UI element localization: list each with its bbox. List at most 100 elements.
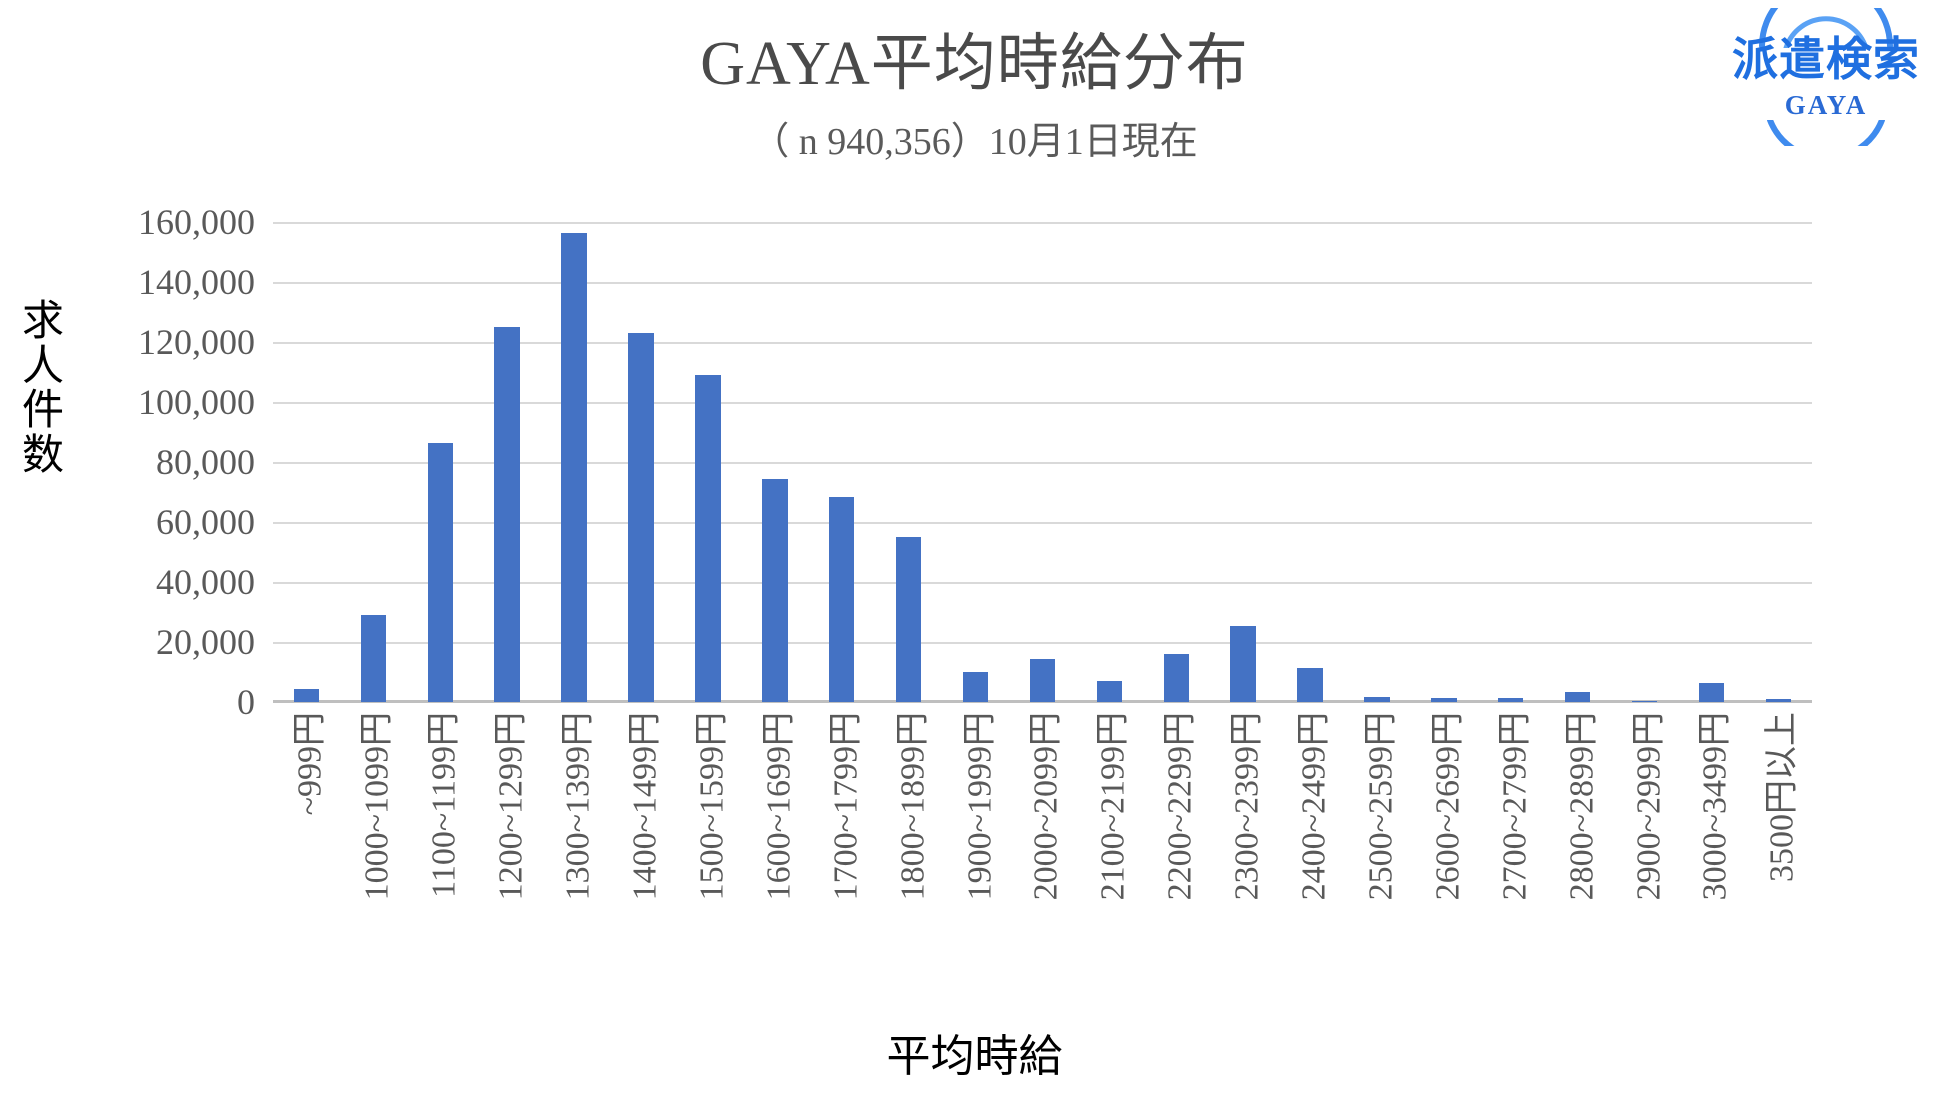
x-axis-tick-slot: 1000~1099円 xyxy=(340,712,407,1012)
y-axis-tick-label: 80,000 xyxy=(156,442,255,482)
bar[interactable] xyxy=(762,478,788,702)
x-axis-tick-slot: 1900~1999円 xyxy=(942,712,1009,1012)
x-axis-tick-slot: 3000~3499円 xyxy=(1678,712,1745,1012)
bar-slot xyxy=(1678,222,1745,702)
x-axis-tick-labels: ~999円 1000~1099円 1100~1199円 1200~1299円 1300~… xyxy=(273,712,1812,1012)
x-axis-tick-slot: 1700~1799円 xyxy=(808,712,875,1012)
gridline xyxy=(273,402,1812,404)
gridline xyxy=(273,642,1812,644)
bar-slot xyxy=(273,222,340,702)
bar[interactable] xyxy=(1564,691,1591,702)
logo-arc-top-icon xyxy=(1759,8,1893,48)
x-axis-tick-label: 1200~1299円 xyxy=(492,712,530,901)
x-axis-tick-slot: 1500~1599円 xyxy=(674,712,741,1012)
chart-title: GAYA平均時給分布 xyxy=(700,30,1249,98)
bar-slot xyxy=(1210,222,1277,702)
bar[interactable] xyxy=(427,442,453,702)
x-axis-tick-slot: 1200~1299円 xyxy=(474,712,541,1012)
logo-arc-bottom-icon xyxy=(1767,120,1885,146)
x-axis-tick-label: 2200~2299円 xyxy=(1161,712,1199,901)
bar-slot xyxy=(674,222,741,702)
bar-slot xyxy=(1410,222,1477,702)
y-axis-tick-label: 0 xyxy=(237,682,255,722)
gridline xyxy=(273,282,1812,284)
bar[interactable] xyxy=(561,232,587,702)
gridline xyxy=(273,582,1812,584)
y-axis-tick-label: 120,000 xyxy=(138,322,255,362)
gridline xyxy=(273,462,1812,464)
bar[interactable] xyxy=(1364,696,1390,702)
x-axis-title: 平均時給 xyxy=(886,1032,1063,1081)
bar[interactable] xyxy=(1163,654,1189,702)
bar[interactable] xyxy=(1297,667,1323,702)
x-axis-tick-label: 2000~2099円 xyxy=(1027,712,1065,901)
y-axis-tick-label: 140,000 xyxy=(138,262,255,302)
x-axis-tick-slot: 1800~1899円 xyxy=(875,712,942,1012)
bar[interactable] xyxy=(1096,681,1123,702)
x-axis-tick-slot: ~999円 xyxy=(273,712,340,1012)
x-axis-tick-label: 3000~3499円 xyxy=(1696,712,1734,901)
y-axis-tick-labels: 160,000 140,000 120,000 100,000 80,000 60,000… xyxy=(60,202,255,722)
plot-area xyxy=(273,222,1812,703)
bar[interactable] xyxy=(962,672,989,702)
bar[interactable] xyxy=(895,537,922,702)
bar[interactable] xyxy=(695,375,721,702)
gridline xyxy=(273,222,1812,224)
bar-slot xyxy=(741,222,808,702)
bar-slot xyxy=(541,222,608,702)
x-axis-tick-label: 2100~2199円 xyxy=(1094,712,1132,901)
bar[interactable] xyxy=(360,615,387,702)
x-axis-tick-label: 1000~1099円 xyxy=(358,712,396,901)
bar-slot xyxy=(1745,222,1812,702)
bar[interactable] xyxy=(1765,699,1792,702)
x-axis-tick-slot: 2500~2599円 xyxy=(1344,712,1411,1012)
bar[interactable] xyxy=(1230,625,1256,702)
y-axis-tick-label: 60,000 xyxy=(156,502,255,542)
x-axis-tick-label: 2900~2999円 xyxy=(1630,712,1668,901)
x-axis-tick-label: 1100~1199円 xyxy=(425,712,463,898)
bar[interactable] xyxy=(628,333,654,702)
gridline xyxy=(273,342,1812,344)
bar[interactable] xyxy=(494,327,520,702)
bar[interactable] xyxy=(828,496,855,702)
bar-slot xyxy=(608,222,675,702)
y-axis-title: 求人件数 xyxy=(21,299,64,479)
bar-slot xyxy=(875,222,942,702)
x-axis-tick-slot: 2100~2199円 xyxy=(1076,712,1143,1012)
x-axis-tick-label: 1900~1999円 xyxy=(961,712,999,901)
x-axis-tick-label: 2700~2799円 xyxy=(1496,712,1534,901)
bar-slot xyxy=(340,222,407,702)
x-axis-tick-label: 1400~1499円 xyxy=(626,712,664,901)
x-axis-tick-slot: 2900~2999円 xyxy=(1611,712,1678,1012)
logo-wordmark: 派遣検索 xyxy=(1732,32,1920,86)
x-axis-tick-label: 1500~1599円 xyxy=(693,712,731,901)
x-axis-tick-label: 2400~2499円 xyxy=(1295,712,1333,901)
y-axis-tick-label: 100,000 xyxy=(138,382,255,422)
x-axis-tick-slot: 2000~2099円 xyxy=(1009,712,1076,1012)
x-axis-tick-label: 1300~1399円 xyxy=(559,712,597,901)
bar-slot xyxy=(808,222,875,702)
x-axis-tick-label: 2800~2899円 xyxy=(1563,712,1601,901)
bar-slot xyxy=(1477,222,1544,702)
bar[interactable] xyxy=(1431,698,1457,702)
x-axis-tick-slot: 1100~1199円 xyxy=(407,712,474,1012)
bar[interactable] xyxy=(1498,698,1524,702)
bar[interactable] xyxy=(1631,701,1658,702)
x-axis-tick-label: 2600~2699円 xyxy=(1429,712,1467,901)
bar-slot xyxy=(1143,222,1210,702)
x-axis-tick-slot: 2700~2799円 xyxy=(1477,712,1544,1012)
bar-slot xyxy=(1076,222,1143,702)
gridline xyxy=(273,522,1812,524)
bar[interactable] xyxy=(1029,658,1056,702)
bar-slot xyxy=(474,222,541,702)
y-axis-tick-label: 40,000 xyxy=(156,562,255,602)
x-axis-tick-label: 3500円以上 xyxy=(1763,712,1801,882)
y-axis-tick-label: 20,000 xyxy=(156,622,255,662)
bar-slot xyxy=(942,222,1009,702)
x-axis-tick-label: 1700~1799円 xyxy=(827,712,865,901)
bar[interactable] xyxy=(1698,683,1725,702)
x-axis-tick-slot: 1400~1499円 xyxy=(608,712,675,1012)
bar-slot xyxy=(1611,222,1678,702)
bar[interactable] xyxy=(293,688,320,702)
